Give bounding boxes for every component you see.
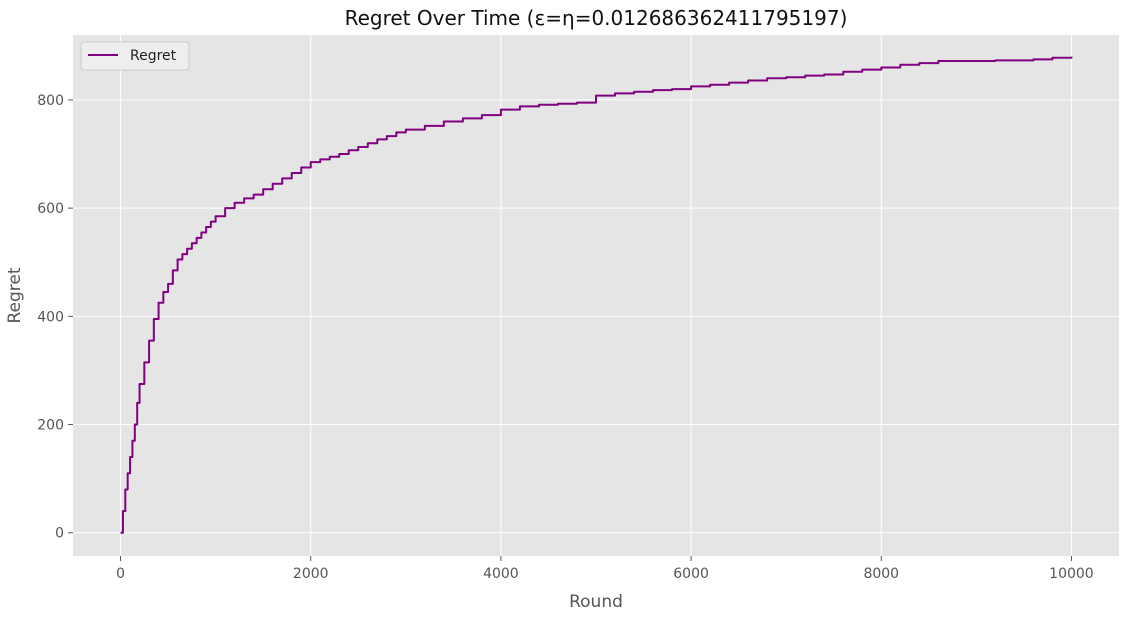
plot-background <box>73 35 1119 556</box>
y-tick-label: 400 <box>37 309 64 325</box>
legend-box <box>80 41 190 71</box>
y-tick-label: 0 <box>55 526 64 542</box>
x-tick-label: 2000 <box>293 566 329 582</box>
series-layer <box>120 56 1073 534</box>
y-tick-label: 800 <box>37 93 64 109</box>
grid-lines <box>73 35 1119 556</box>
x-tick-label: 8000 <box>863 566 899 582</box>
series-line-regret <box>120 56 1073 534</box>
x-tick-label: 6000 <box>673 566 709 582</box>
legend-label-regret: Regret <box>130 48 177 64</box>
axis-ticks: 0 2000 4000 6000 8000 10000 0 200 400 600 800 <box>37 93 1093 582</box>
y-axis-label: Regret <box>5 267 25 323</box>
x-tick-label: 4000 <box>483 566 519 582</box>
x-tick-label: 0 <box>116 566 125 582</box>
x-tick-label: 10000 <box>1049 566 1094 582</box>
legend: Regret <box>80 41 190 71</box>
y-tick-label: 200 <box>37 418 64 434</box>
y-tick-label: 600 <box>37 201 64 217</box>
chart-title: Regret Over Time (ε=η=0.0126863624117951… <box>345 6 848 30</box>
x-axis-label: Round <box>569 592 623 612</box>
